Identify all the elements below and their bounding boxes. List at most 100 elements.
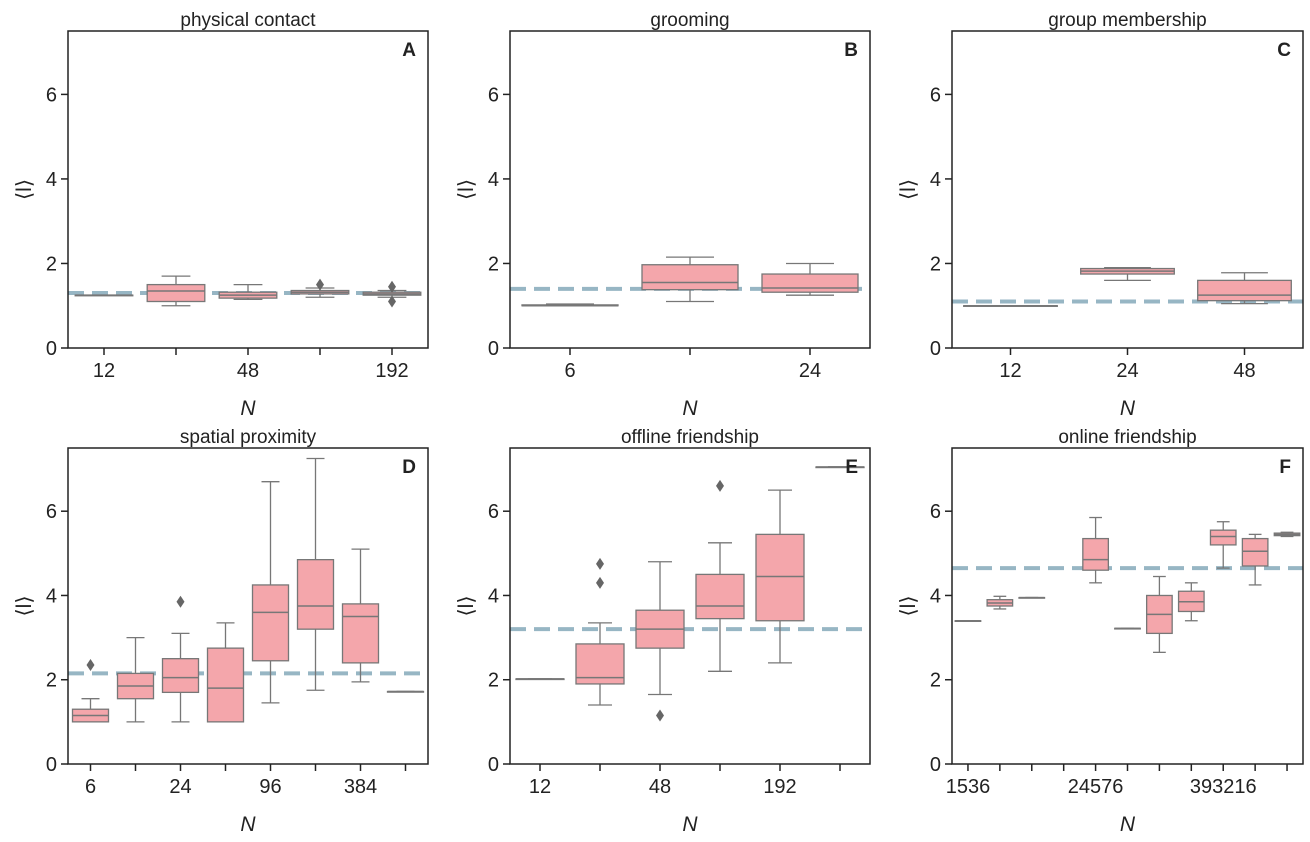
outlier-point	[656, 709, 664, 722]
box-3072	[986, 595, 1014, 610]
y-tick-label: 4	[46, 585, 57, 607]
box-body	[251, 584, 290, 662]
x-tick-label: 1536	[946, 776, 991, 798]
box-1536	[954, 619, 982, 622]
box-48	[1197, 272, 1292, 305]
y-tick-label: 4	[488, 585, 499, 607]
box-96	[251, 481, 290, 704]
y-tick-label: 4	[46, 169, 57, 191]
box-body	[1082, 537, 1110, 571]
x-tick-label: 6	[564, 360, 575, 382]
box-12	[641, 256, 739, 303]
y-axis-label: ⟨l⟩	[455, 595, 478, 616]
x-tick-label: 393216	[1190, 776, 1257, 798]
x-tick-label: 24	[169, 776, 191, 798]
box-body	[755, 533, 805, 622]
y-tick-label: 2	[46, 670, 57, 692]
x-tick-label: 24	[1116, 360, 1138, 382]
y-tick-label: 0	[46, 338, 57, 360]
y-tick-label: 2	[488, 670, 499, 692]
box-12	[74, 294, 134, 297]
y-axis-label: ⟨l⟩	[897, 179, 920, 200]
y-tick-label: 0	[488, 338, 499, 360]
box-49152	[1114, 627, 1141, 630]
box-body	[695, 573, 745, 620]
box-24	[575, 557, 625, 706]
panel-letter: A	[402, 40, 416, 61]
panel-title: grooming	[650, 10, 729, 31]
y-axis-label: ⟨l⟩	[13, 179, 36, 200]
y-tick-label: 0	[46, 754, 57, 776]
box-12	[515, 678, 565, 681]
box-body	[146, 283, 206, 303]
box-196608	[1177, 582, 1205, 622]
box-98304	[1145, 575, 1173, 653]
y-tick-label: 6	[930, 501, 941, 523]
panel-letter: E	[845, 457, 858, 478]
x-tick-label: 96	[259, 776, 281, 798]
panel-f: 0 2 4 6 1536 24576 393216 N ⟨l⟩ online friendship…	[897, 427, 1304, 836]
outlier-point	[388, 295, 396, 308]
box-body	[161, 658, 200, 694]
box-384	[341, 548, 380, 683]
box-48	[206, 622, 245, 723]
x-axis-label: N	[1120, 397, 1136, 420]
y-axis-label: ⟨l⟩	[13, 595, 36, 616]
y-tick-label: 2	[488, 253, 499, 275]
y-tick-label: 0	[930, 338, 941, 360]
panel-letter: D	[402, 457, 416, 478]
box-192	[755, 489, 805, 664]
box-body	[1197, 279, 1292, 302]
panel-a: 0 2 4 6 12 48 192 N ⟨l⟩ physical contact A	[13, 10, 429, 420]
panel-title: offline friendship	[621, 427, 759, 448]
axes-frame	[67, 447, 429, 765]
box-96	[290, 278, 350, 298]
box-body	[341, 603, 380, 664]
box-192	[362, 280, 422, 308]
x-tick-label: 24576	[1068, 776, 1124, 798]
outlier-point	[388, 280, 396, 293]
box-24576	[1082, 516, 1110, 584]
outlier-point	[596, 557, 604, 570]
panel-letter: B	[844, 40, 858, 61]
box-1572864	[1273, 531, 1301, 538]
x-tick-label: 48	[649, 776, 671, 798]
x-tick-label: 48	[1233, 360, 1255, 382]
outlier-point	[176, 595, 185, 608]
box-6	[71, 658, 110, 723]
box-body	[761, 273, 859, 293]
box-24	[161, 595, 200, 723]
box-body	[641, 264, 739, 291]
box-384	[815, 466, 865, 469]
y-tick-label: 2	[46, 253, 57, 275]
x-axis-label: N	[240, 397, 256, 420]
y-axis-label: ⟨l⟩	[455, 179, 478, 200]
box-393216	[1209, 521, 1237, 569]
panel-letter: C	[1277, 40, 1291, 61]
panel-title: spatial proximity	[180, 427, 317, 448]
panel-title: group membership	[1048, 10, 1206, 31]
outlier-point	[596, 576, 604, 589]
x-axis-label: N	[240, 813, 256, 836]
y-axis-label: ⟨l⟩	[897, 595, 920, 616]
x-tick-label: 192	[763, 776, 796, 798]
x-axis-label: N	[682, 813, 698, 836]
box-body	[206, 647, 245, 723]
box-48	[635, 561, 685, 722]
panel-title: physical contact	[180, 10, 316, 31]
y-tick-label: 6	[930, 84, 941, 106]
box-786432	[1241, 533, 1269, 586]
box-96	[695, 479, 745, 672]
y-tick-label: 6	[488, 501, 499, 523]
y-tick-label: 2	[930, 253, 941, 275]
box-24	[146, 275, 206, 307]
box-body	[1209, 529, 1237, 546]
y-tick-label: 4	[930, 585, 941, 607]
box-6	[521, 303, 619, 307]
x-axis-label: N	[1120, 813, 1136, 836]
y-tick-label: 0	[488, 754, 499, 776]
